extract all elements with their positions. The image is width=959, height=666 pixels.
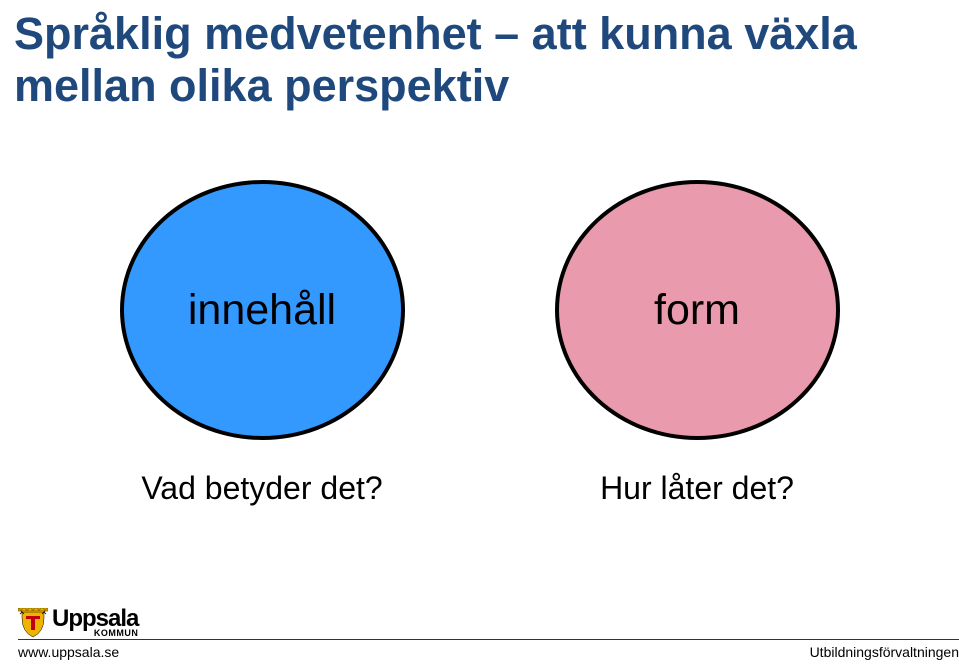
page-title: Språklig medvetenhet – att kunna växla m… <box>14 8 959 112</box>
circle-form: form <box>555 180 840 440</box>
footer-url: www.uppsala.se <box>18 644 119 660</box>
circle-label-content: innehåll <box>188 286 336 335</box>
footer: Uppsala KOMMUN www.uppsala.se Utbildning… <box>0 608 959 666</box>
circle-content: innehåll <box>120 180 405 440</box>
footer-department: Utbildningsförvaltningen <box>810 644 959 660</box>
footer-divider <box>18 639 959 640</box>
caption-content: Vad betyder det? <box>141 470 382 507</box>
caption-form: Hur låter det? <box>600 470 794 507</box>
logo-text: Uppsala KOMMUN <box>52 607 138 638</box>
org-logo: Uppsala KOMMUN <box>18 607 138 638</box>
circle-block-content: innehåll Vad betyder det? <box>120 180 405 507</box>
crest-icon <box>18 608 48 638</box>
circle-label-form: form <box>654 286 740 335</box>
concept-diagram: innehåll Vad betyder det? form Hur låter… <box>0 180 959 507</box>
circle-block-form: form Hur låter det? <box>555 180 840 507</box>
